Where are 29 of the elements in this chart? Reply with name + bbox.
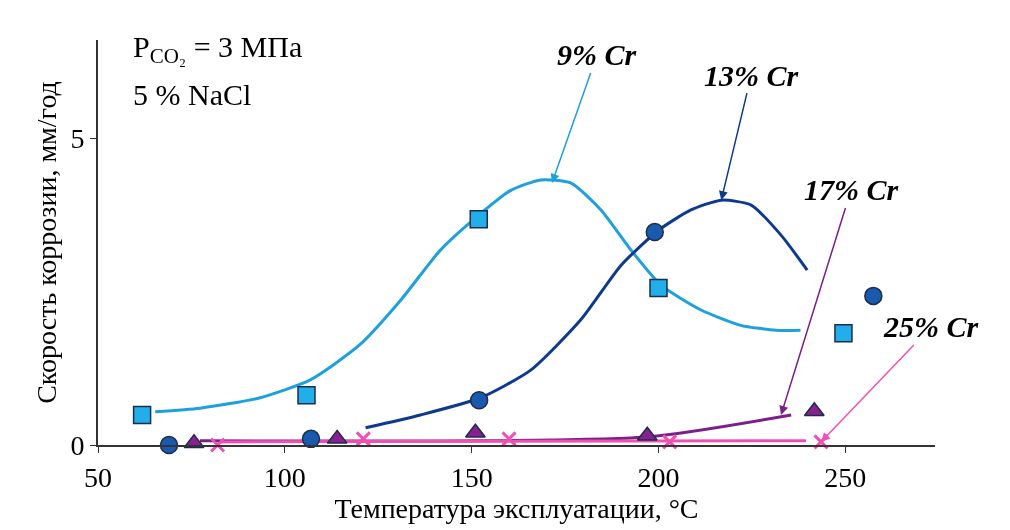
point xyxy=(649,278,668,298)
x-tick-label: 100 xyxy=(263,461,306,493)
point xyxy=(834,324,853,343)
point xyxy=(297,386,316,405)
annotation: 25% Cr xyxy=(883,310,979,343)
point xyxy=(132,405,152,425)
point xyxy=(469,390,489,410)
point xyxy=(661,433,678,450)
annotation: P$_{CO₂}$ = 3 МПа xyxy=(133,30,303,69)
point xyxy=(501,430,518,447)
point xyxy=(813,433,830,450)
point xyxy=(301,429,321,449)
point xyxy=(864,286,883,306)
annotation: 17% Cr xyxy=(804,173,899,206)
point xyxy=(469,209,489,229)
y-axis-title: Скорость коррозии, мм/год xyxy=(30,81,62,404)
annotation: 5 % NaCl xyxy=(133,78,252,111)
x-tick-label: 50 xyxy=(84,461,112,493)
annotation: 9% Cr xyxy=(557,38,637,71)
x-tick-label: 250 xyxy=(824,461,867,493)
y-tick-label: 5 xyxy=(70,122,85,154)
point xyxy=(355,430,372,447)
x-tick-label: 200 xyxy=(637,461,680,493)
point xyxy=(645,222,664,242)
x-tick-label: 150 xyxy=(450,461,493,493)
annotation: 13% Cr xyxy=(704,59,799,92)
x-axis-title: Температура эксплуатации, °C xyxy=(334,492,699,524)
y-tick-label: 0 xyxy=(70,429,85,461)
point xyxy=(209,437,226,453)
